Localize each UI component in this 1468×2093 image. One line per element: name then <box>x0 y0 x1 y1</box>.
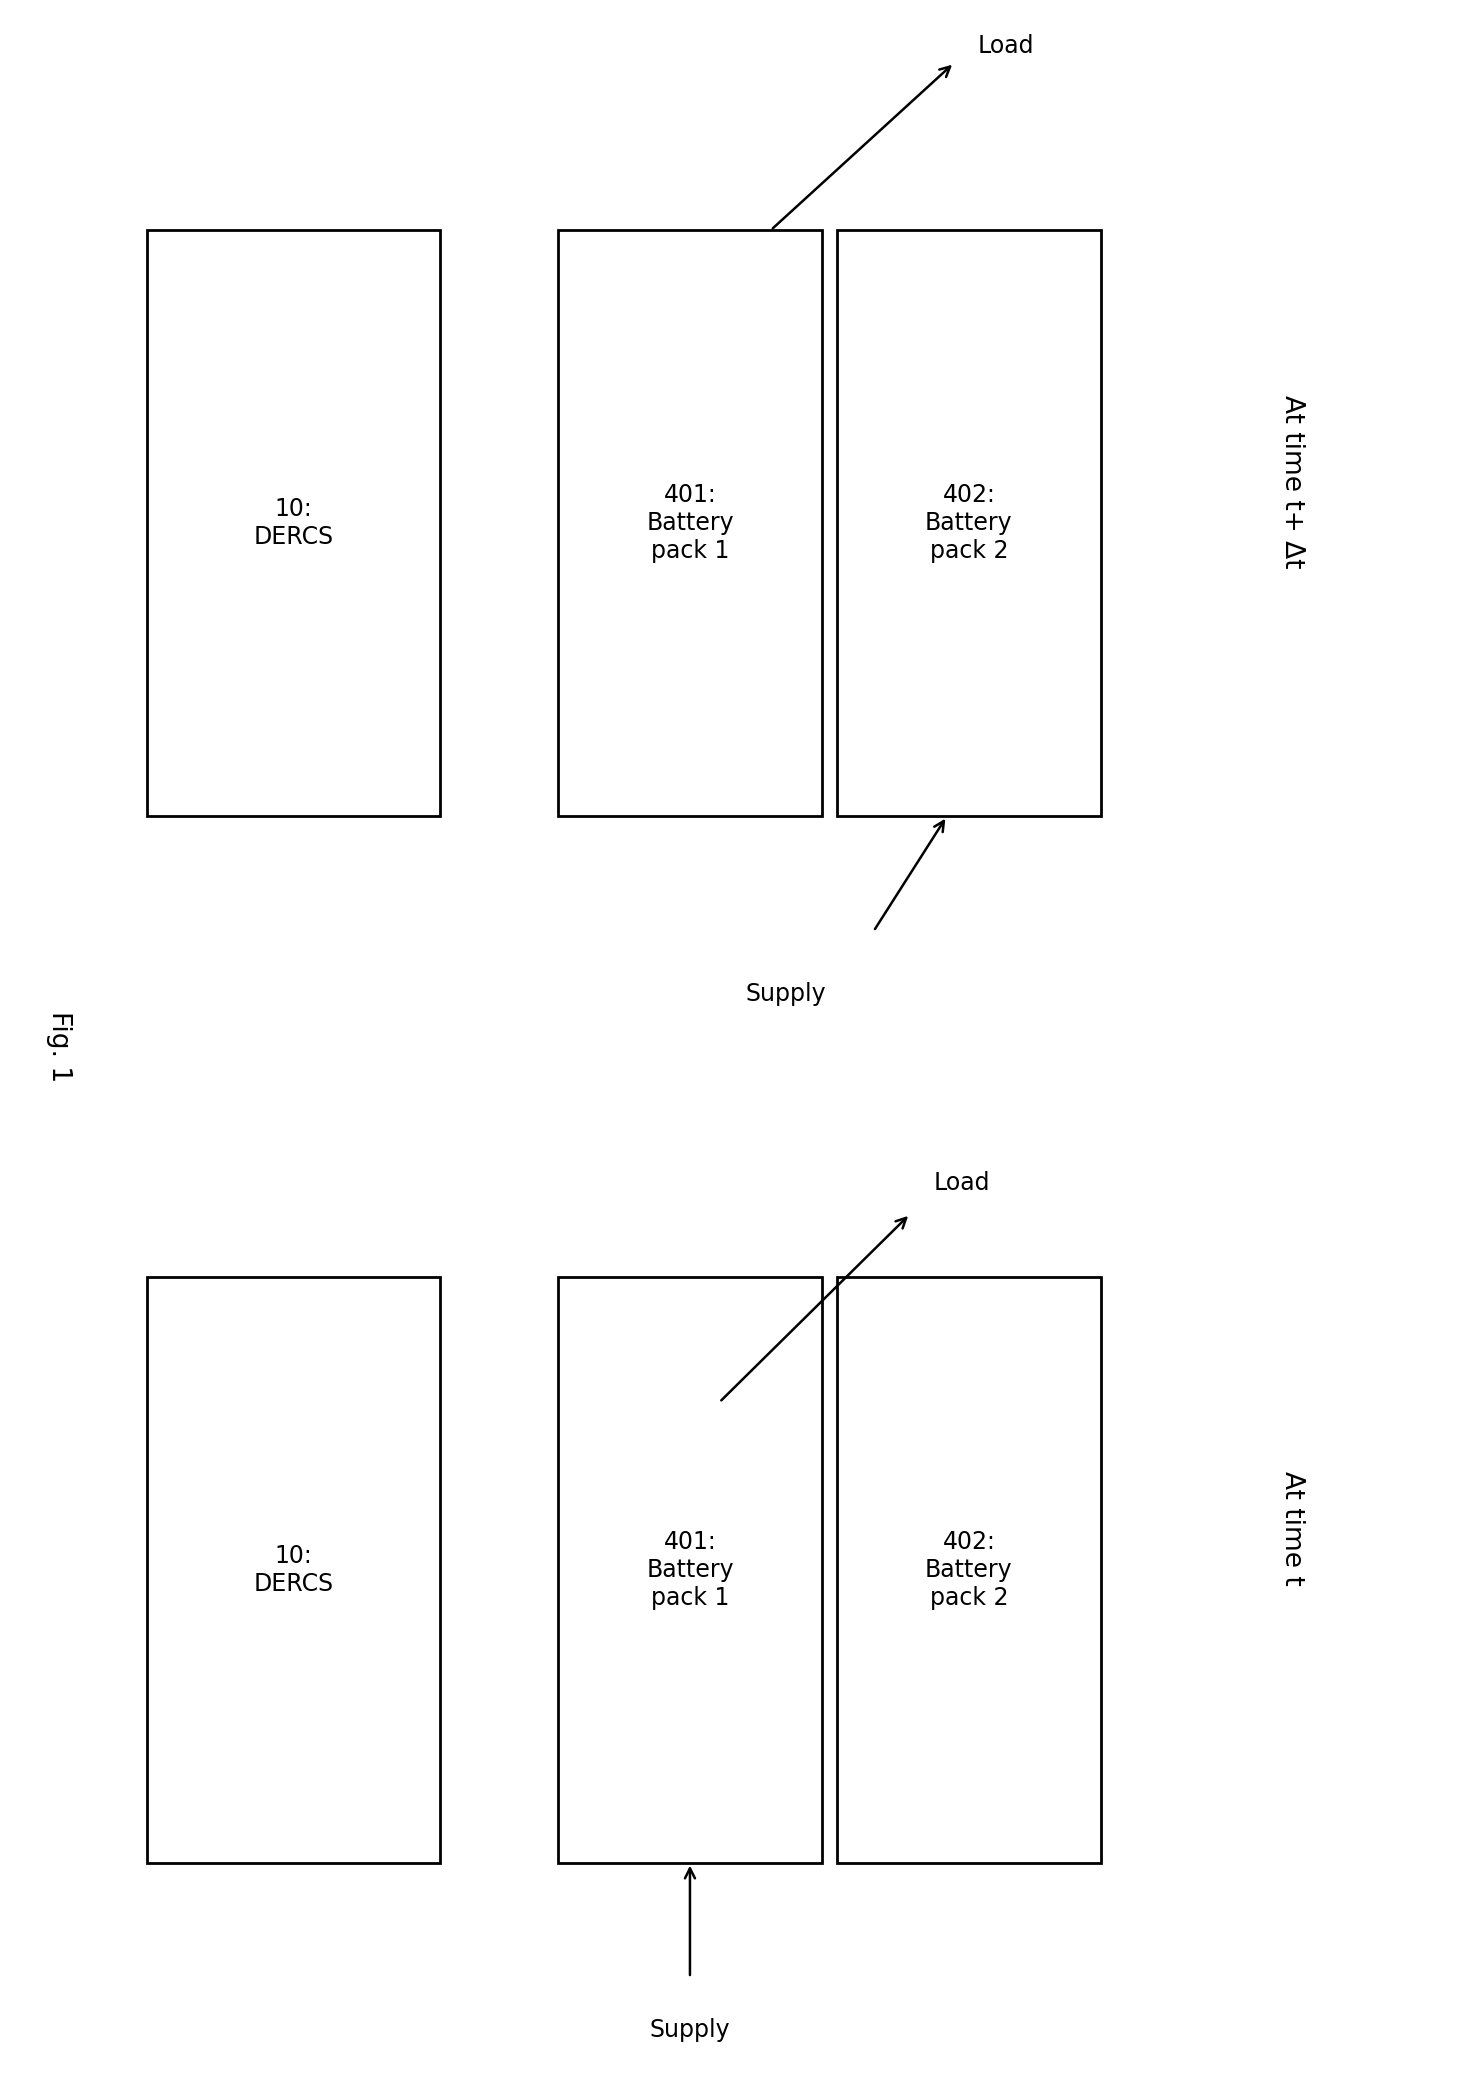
Text: At time t+ Δt: At time t+ Δt <box>1279 396 1305 567</box>
Text: Load: Load <box>934 1170 989 1195</box>
Text: 10:
DERCS: 10: DERCS <box>254 498 333 548</box>
Text: 402:
Battery
pack 2: 402: Battery pack 2 <box>925 483 1013 563</box>
Text: 401:
Battery
pack 1: 401: Battery pack 1 <box>646 483 734 563</box>
FancyBboxPatch shape <box>147 1277 440 1863</box>
Text: 402:
Battery
pack 2: 402: Battery pack 2 <box>925 1530 1013 1610</box>
Text: Load: Load <box>978 33 1033 59</box>
Text: At time t: At time t <box>1279 1471 1305 1584</box>
FancyBboxPatch shape <box>837 1277 1101 1863</box>
Text: 401:
Battery
pack 1: 401: Battery pack 1 <box>646 1530 734 1610</box>
FancyBboxPatch shape <box>558 230 822 816</box>
Text: Supply: Supply <box>650 2018 730 2043</box>
Text: Supply: Supply <box>746 982 825 1007</box>
Text: 10:
DERCS: 10: DERCS <box>254 1545 333 1595</box>
FancyBboxPatch shape <box>558 1277 822 1863</box>
FancyBboxPatch shape <box>837 230 1101 816</box>
Text: Fig. 1: Fig. 1 <box>46 1011 72 1082</box>
FancyBboxPatch shape <box>147 230 440 816</box>
